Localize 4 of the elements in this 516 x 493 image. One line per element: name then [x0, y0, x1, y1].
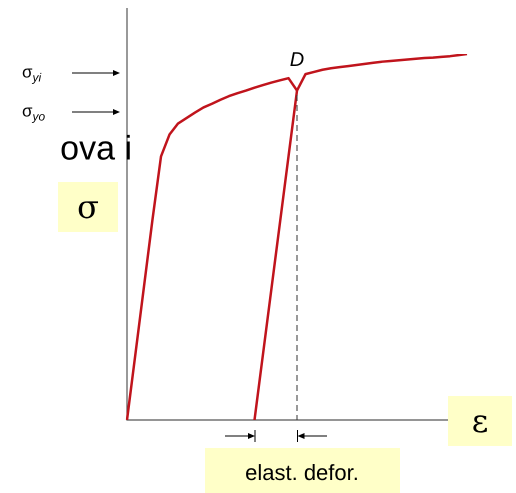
y-axis-title: σ	[58, 182, 118, 232]
x-axis-title: ε	[448, 396, 512, 446]
annotation: D	[290, 49, 304, 72]
text: elast. defor.	[245, 460, 359, 486]
